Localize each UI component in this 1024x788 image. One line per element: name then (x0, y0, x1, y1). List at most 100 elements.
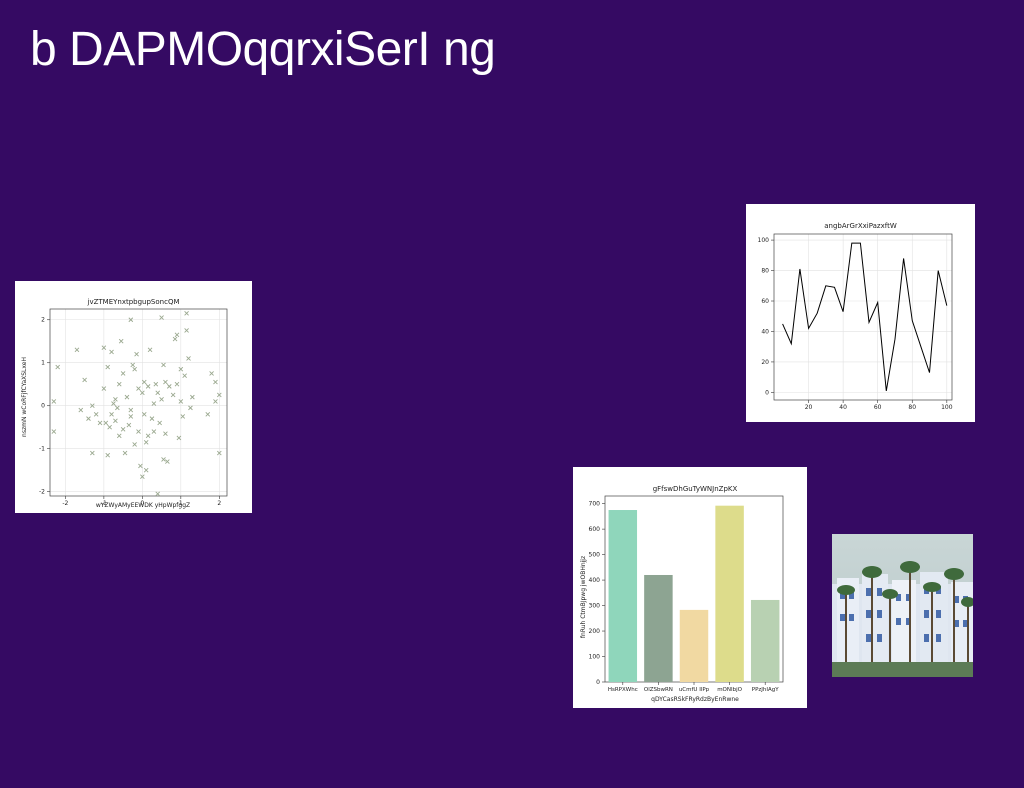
scatter-point (180, 414, 186, 419)
y-tick-label: 100 (589, 654, 601, 661)
scatter-point (161, 457, 166, 462)
scatter-point (151, 401, 157, 406)
scatter-point (163, 431, 168, 436)
scatter-point (122, 450, 128, 456)
scatter-point (74, 347, 80, 353)
y-tick-label: 0 (41, 403, 45, 410)
x-tick-label: -1 (101, 500, 107, 507)
scatter-point (101, 386, 107, 391)
line-chart: angbArGrXxiPazxftW 20 40 60 80 100 0 20 40 60 80 1… (758, 222, 953, 411)
scatter-point (166, 384, 172, 389)
scatter-point (159, 396, 164, 402)
scatter-point (115, 405, 120, 411)
line-chart-panel[interactable]: angbArGrXxiPazxftW 20 40 60 80 100 0 20 40 60 80 1… (746, 204, 975, 422)
scatter-point (116, 381, 122, 387)
bar (750, 599, 780, 682)
scatter-point (132, 366, 137, 372)
scatter-point (51, 429, 57, 434)
slide-title: b DAPMOqqrxiSerI ng (30, 23, 496, 76)
scatter-point (93, 412, 99, 417)
scatter-point (136, 429, 141, 434)
scatter-point (90, 450, 95, 456)
scatter-point (124, 394, 130, 400)
line-series (782, 242, 948, 391)
scatter-point (153, 381, 159, 387)
scatter-point (140, 390, 145, 396)
scatter-chart-panel[interactable]: jvZTMEYnxtpbgupSoncQM wYZWyAMyEEWDK yHpW… (15, 281, 252, 513)
chart-title: gFfswDhGuTyWNJnZpKX (653, 485, 738, 493)
x-tick-label: 20 (805, 404, 813, 411)
scatter-point (128, 317, 134, 323)
bar (644, 574, 673, 682)
y-tick-label: 80 (761, 268, 769, 275)
scatter-point (118, 338, 124, 344)
y-tick-label: 600 (589, 526, 601, 533)
scatter-point (216, 392, 222, 398)
y-tick-label: -2 (39, 489, 45, 496)
y-tick-label: 2 (41, 317, 45, 324)
scatter-point (170, 392, 176, 398)
scatter-point (141, 379, 147, 385)
y-tick-label: 400 (589, 577, 601, 584)
y-axis-label: nszmN wCoRFjfCYaXSLxeH (21, 357, 28, 437)
scatter-point (161, 362, 166, 368)
scatter-point (159, 315, 164, 320)
y-tick-label: 1 (41, 360, 45, 367)
scatter-point (155, 390, 161, 396)
scatter-point (151, 429, 157, 434)
bar (608, 510, 638, 682)
chart-title: angbArGrXxiPazxftW (824, 222, 897, 230)
y-tick-label: 300 (589, 603, 601, 610)
scatter-point (157, 420, 162, 426)
scatter-point (140, 474, 145, 479)
scatter-point (105, 452, 111, 458)
scatter-chart: jvZTMEYnxtpbgupSoncQM wYZWyAMyEEWDK yHpW… (21, 298, 228, 509)
y-tick-label: 200 (589, 628, 601, 635)
x-tick-label: uCmfU IlPp (679, 687, 710, 693)
scatter-point (213, 399, 218, 404)
x-tick-label: OlZSbwRN (644, 687, 673, 693)
scatter-point (213, 379, 218, 385)
scatter-point (120, 427, 126, 432)
scatter-point (126, 422, 132, 428)
scatter-point (216, 450, 222, 456)
scatter-point (163, 379, 168, 385)
scatter-point (109, 349, 114, 355)
scatter-point (105, 364, 111, 370)
scatter-point (132, 442, 137, 447)
scatter-point (120, 371, 126, 376)
scatter-point (147, 347, 153, 353)
chart-title: jvZTMEYnxtpbgupSoncQM (87, 298, 180, 306)
scatter-point (178, 399, 184, 404)
scatter-point (184, 310, 189, 316)
scatter-point (209, 371, 214, 376)
buildings-photo[interactable] (832, 534, 973, 677)
bar-chart-panel[interactable]: gFfswDhGuTyWNJnZpKX qDYCasRSkFRyRdzByEnR… (573, 467, 807, 708)
bar (679, 609, 709, 682)
scatter-point (145, 433, 151, 439)
x-tick-label: mONIbjO (717, 687, 742, 693)
scatter-point (78, 407, 84, 413)
scatter-point (165, 459, 170, 464)
scatter-point (97, 420, 103, 426)
scatter-point (174, 332, 180, 338)
scatter-point (190, 394, 195, 400)
x-tick-label: 0 (140, 500, 144, 507)
bar-chart: gFfswDhGuTyWNJnZpKX qDYCasRSkFRyRdzByEnR… (580, 485, 784, 703)
x-tick-label: 2 (217, 500, 221, 507)
scatter-point (82, 377, 87, 383)
scatter-point (107, 424, 112, 430)
scatter-point (178, 366, 184, 372)
scatter-point (172, 336, 178, 342)
scatter-point (188, 405, 193, 411)
scatter-point (176, 435, 182, 441)
scatter-point (128, 407, 134, 413)
x-tick-label: PPzJhIAgY (752, 687, 780, 693)
x-tick-label: 1 (179, 500, 183, 507)
scatter-point (111, 401, 116, 406)
x-tick-label: 60 (874, 404, 882, 411)
scatter-point (109, 412, 114, 417)
scatter-point (134, 351, 139, 357)
scatter-point (174, 381, 180, 387)
scatter-point (90, 403, 95, 409)
